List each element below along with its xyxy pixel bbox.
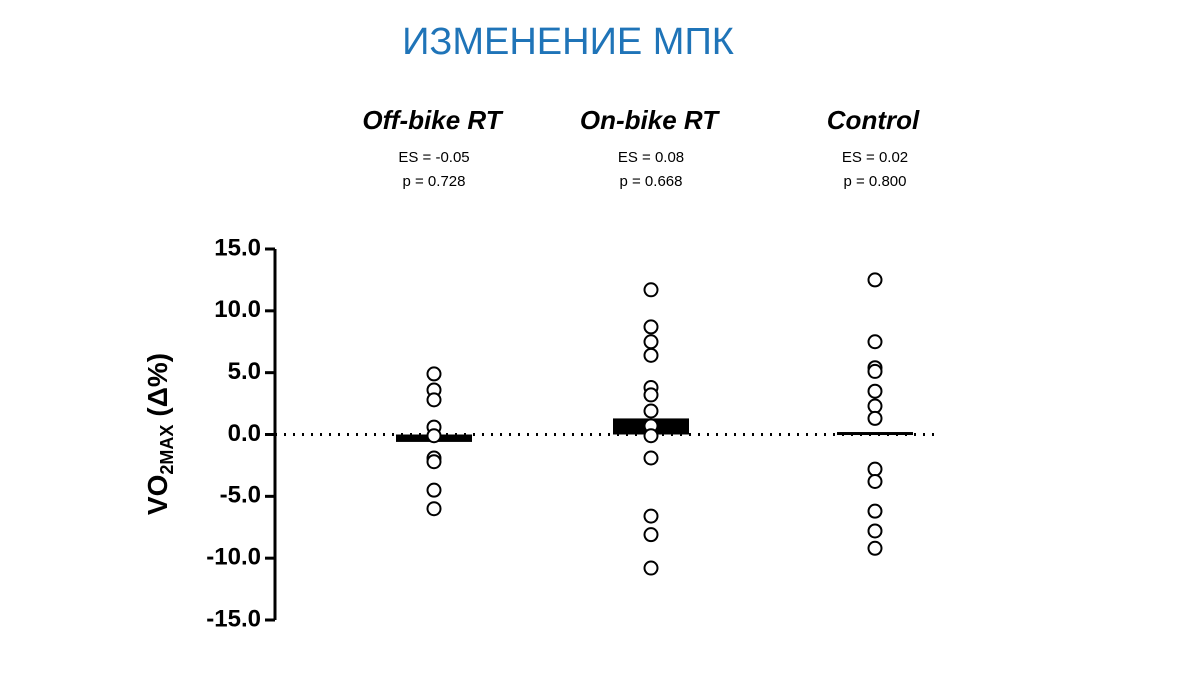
data-point <box>643 450 659 466</box>
data-point <box>643 560 659 576</box>
data-point <box>643 319 659 335</box>
y-tick-label: -5.0 <box>220 482 261 509</box>
y-label-main: VO <box>142 475 173 515</box>
data-point <box>643 334 659 350</box>
y-tick-label: -15.0 <box>206 605 261 632</box>
data-point <box>426 392 442 408</box>
data-point <box>426 501 442 517</box>
y-tick-label: 10.0 <box>214 296 261 323</box>
y-tick-label: 5.0 <box>228 358 261 385</box>
data-point <box>643 387 659 403</box>
effect-size: ES = 0.08 <box>618 149 684 166</box>
data-point <box>867 334 883 350</box>
p-value: p = 0.800 <box>844 173 907 190</box>
data-point <box>867 461 883 477</box>
data-point <box>867 523 883 539</box>
p-value: p = 0.668 <box>620 173 683 190</box>
data-point <box>643 347 659 363</box>
data-point <box>867 398 883 414</box>
data-point <box>867 383 883 399</box>
data-point <box>867 540 883 556</box>
y-tick-label: 0.0 <box>228 420 261 447</box>
data-point <box>426 482 442 498</box>
data-point <box>643 508 659 524</box>
data-point <box>867 503 883 519</box>
group-name: Control <box>827 105 920 135</box>
chart-title: ИЗМЕНЕНИЕ МПК <box>402 21 734 63</box>
data-point <box>643 428 659 444</box>
data-point <box>426 366 442 382</box>
y-label-unit: (Δ%) <box>142 353 173 417</box>
y-tick-label: -10.0 <box>206 544 261 571</box>
y-axis-label: VO2MAX (Δ%) <box>142 353 176 515</box>
data-point <box>643 282 659 298</box>
effect-size: ES = 0.02 <box>842 149 908 166</box>
effect-size: ES = -0.05 <box>398 149 469 166</box>
group-name: On-bike RT <box>580 105 720 135</box>
group-name: Off-bike RT <box>362 105 503 135</box>
data-point <box>867 410 883 426</box>
data-point <box>426 454 442 470</box>
data-point <box>867 473 883 489</box>
p-value: p = 0.728 <box>403 173 466 190</box>
mean-bar <box>837 432 913 436</box>
data-point <box>867 272 883 288</box>
data-point <box>643 403 659 419</box>
data-point <box>643 527 659 543</box>
y-tick-label: 15.0 <box>214 234 261 261</box>
data-point <box>426 428 442 444</box>
y-label-sub: 2MAX <box>157 425 177 475</box>
data-point <box>867 363 883 379</box>
